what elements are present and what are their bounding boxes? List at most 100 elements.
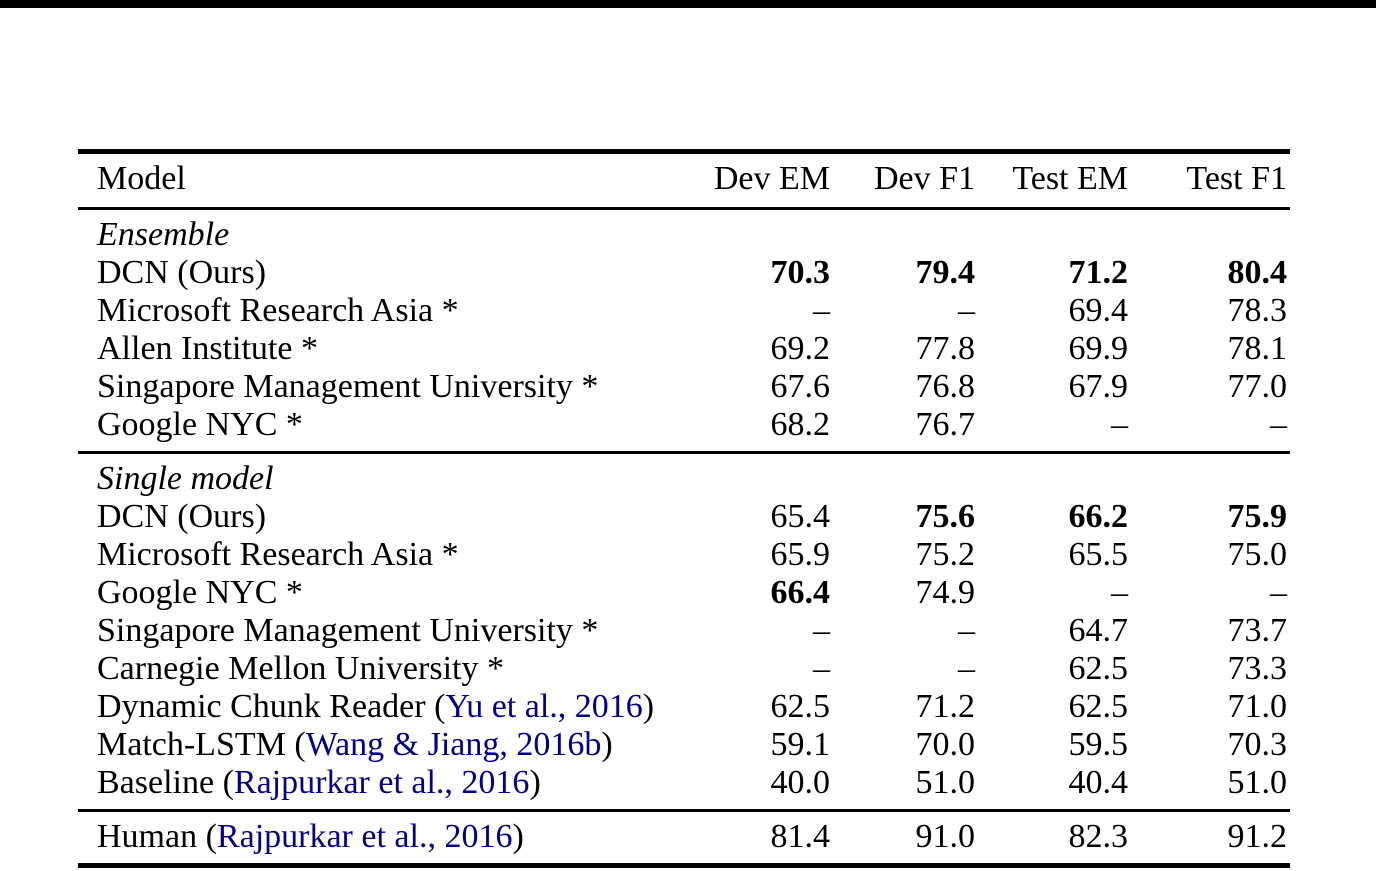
value-cell: – (1270, 574, 1287, 611)
table-row: Singapore Management University * 67.6 76.… (78, 368, 1290, 406)
results-table: Model Dev EM Dev F1 Test EM Test F1 Ense… (78, 149, 1290, 868)
model-name-text: Match-LSTM ( (97, 726, 306, 763)
value-cell: 73.3 (1227, 650, 1288, 687)
column-header-dev-em: Dev EM (682, 151, 830, 210)
column-header-test-em: Test EM (975, 151, 1128, 210)
value-cell: 66.2 (1068, 498, 1129, 535)
value-cell: 65.9 (770, 536, 831, 573)
value-cell: 81.4 (770, 818, 831, 855)
value-cell: 76.7 (915, 406, 976, 443)
model-name-text: Human ( (97, 818, 217, 855)
model-name-text: DCN (Ours) (97, 254, 267, 291)
table-row: Microsoft Research Asia * – – 69.4 78.3 (78, 292, 1290, 330)
model-cell: Match-LSTM (Wang & Jiang, 2016b) (78, 726, 682, 764)
citation-link[interactable]: Yu et al., 2016 (445, 688, 643, 725)
citation-link[interactable]: Wang & Jiang, 2016b (305, 726, 602, 763)
value-cell: – (958, 650, 975, 687)
model-cell: Microsoft Research Asia * (78, 536, 682, 574)
table-section: Human (Rajpurkar et al., 2016) 81.4 91.0 82… (78, 810, 1290, 866)
model-cell: DCN (Ours) (78, 254, 682, 292)
value-cell: 76.8 (915, 368, 976, 405)
model-name-text: Google NYC * (97, 574, 303, 611)
model-name-text: ) (642, 688, 655, 725)
model-cell: DCN (Ours) (78, 498, 682, 536)
value-cell: 40.4 (1068, 764, 1129, 801)
value-cell: 62.5 (1068, 650, 1129, 687)
citation-link[interactable]: Rajpurkar et al., 2016 (216, 818, 513, 855)
table-section: Ensemble DCN (Ours) 70.3 79.4 71.2 80.4 Micros… (78, 208, 1290, 453)
model-cell: Singapore Management University * (78, 612, 682, 650)
value-cell: 62.5 (770, 688, 831, 725)
model-cell: Google NYC * (78, 574, 682, 612)
section-label-row: Single model (78, 453, 1290, 499)
value-cell: 75.9 (1227, 498, 1288, 535)
model-name-text: Baseline ( (97, 764, 234, 801)
value-cell: 62.5 (1068, 688, 1129, 725)
value-cell: – (958, 612, 975, 649)
value-cell: 51.0 (915, 764, 976, 801)
value-cell: 82.3 (1068, 818, 1129, 855)
value-cell: – (1270, 406, 1287, 443)
results-table-container: Model Dev EM Dev F1 Test EM Test F1 Ense… (78, 149, 1290, 868)
value-cell: 77.8 (915, 330, 976, 367)
table-row: DCN (Ours) 65.4 75.6 66.2 75.9 (78, 498, 1290, 536)
page-top-rule (0, 0, 1376, 8)
value-cell: – (813, 612, 830, 649)
value-cell: 40.0 (770, 764, 831, 801)
table-row: Dynamic Chunk Reader (Yu et al., 2016) 62… (78, 688, 1290, 726)
value-cell: 80.4 (1227, 254, 1288, 291)
header-row: Model Dev EM Dev F1 Test EM Test F1 (78, 151, 1290, 210)
table-row: Google NYC * 68.2 76.7 – – (78, 406, 1290, 453)
model-name-text: Dynamic Chunk Reader ( (97, 688, 446, 725)
model-name-text: Singapore Management University * (97, 612, 599, 649)
value-cell: 69.4 (1068, 292, 1129, 329)
value-cell: 78.1 (1227, 330, 1288, 367)
column-header-test-f1: Test F1 (1128, 151, 1290, 210)
model-cell: Google NYC * (78, 406, 682, 453)
model-cell: Singapore Management University * (78, 368, 682, 406)
value-cell: 71.2 (1068, 254, 1129, 291)
value-cell: 51.0 (1227, 764, 1288, 801)
model-cell: Baseline (Rajpurkar et al., 2016) (78, 764, 682, 811)
model-cell: Allen Institute * (78, 330, 682, 368)
model-cell: Human (Rajpurkar et al., 2016) (78, 811, 682, 866)
value-cell: 70.3 (1227, 726, 1288, 763)
value-cell: 78.3 (1227, 292, 1288, 329)
value-cell: 70.0 (915, 726, 976, 763)
value-cell: – (1111, 406, 1128, 443)
value-cell: 68.2 (770, 406, 831, 443)
table-row: Microsoft Research Asia * 65.9 75.2 65.5 75.… (78, 536, 1290, 574)
model-name-text: ) (512, 818, 524, 855)
model-cell: Carnegie Mellon University * (78, 650, 682, 688)
citation-link[interactable]: Rajpurkar et al., 2016 (233, 764, 530, 801)
model-name-text: Microsoft Research Asia * (97, 536, 459, 573)
table-row: Allen Institute * 69.2 77.8 69.9 78.1 (78, 330, 1290, 368)
section-label: Ensemble (97, 216, 230, 253)
model-name-text: DCN (Ours) (97, 498, 267, 535)
table-row: Carnegie Mellon University * – – 62.5 73.3 (78, 650, 1290, 688)
section-label-row: Ensemble (78, 209, 1290, 255)
table-row: Match-LSTM (Wang & Jiang, 2016b) 59.1 70.0… (78, 726, 1290, 764)
section-label: Single model (97, 460, 274, 497)
table-row: DCN (Ours) 70.3 79.4 71.2 80.4 (78, 254, 1290, 292)
value-cell: – (813, 650, 830, 687)
model-name-text: Singapore Management University * (97, 368, 599, 405)
model-name-text: Google NYC * (97, 406, 303, 443)
model-name-text: Carnegie Mellon University * (97, 650, 504, 687)
table-row: Human (Rajpurkar et al., 2016) 81.4 91.0 82… (78, 811, 1290, 866)
model-cell: Dynamic Chunk Reader (Yu et al., 2016) (78, 688, 682, 726)
table-row: Google NYC * 66.4 74.9 – – (78, 574, 1290, 612)
table-row: Baseline (Rajpurkar et al., 2016) 40.0 51.… (78, 764, 1290, 811)
column-header-dev-f1: Dev F1 (830, 151, 975, 210)
value-cell: 59.1 (770, 726, 831, 763)
value-cell: 91.2 (1227, 818, 1288, 855)
table-header: Model Dev EM Dev F1 Test EM Test F1 (78, 151, 1290, 210)
model-name-text: Microsoft Research Asia * (97, 292, 459, 329)
value-cell: 59.5 (1068, 726, 1129, 763)
value-cell: 69.9 (1068, 330, 1129, 367)
value-cell: 71.2 (915, 688, 976, 725)
model-name-text: Allen Institute * (97, 330, 318, 367)
value-cell: 70.3 (770, 254, 831, 291)
value-cell: 71.0 (1227, 688, 1288, 725)
